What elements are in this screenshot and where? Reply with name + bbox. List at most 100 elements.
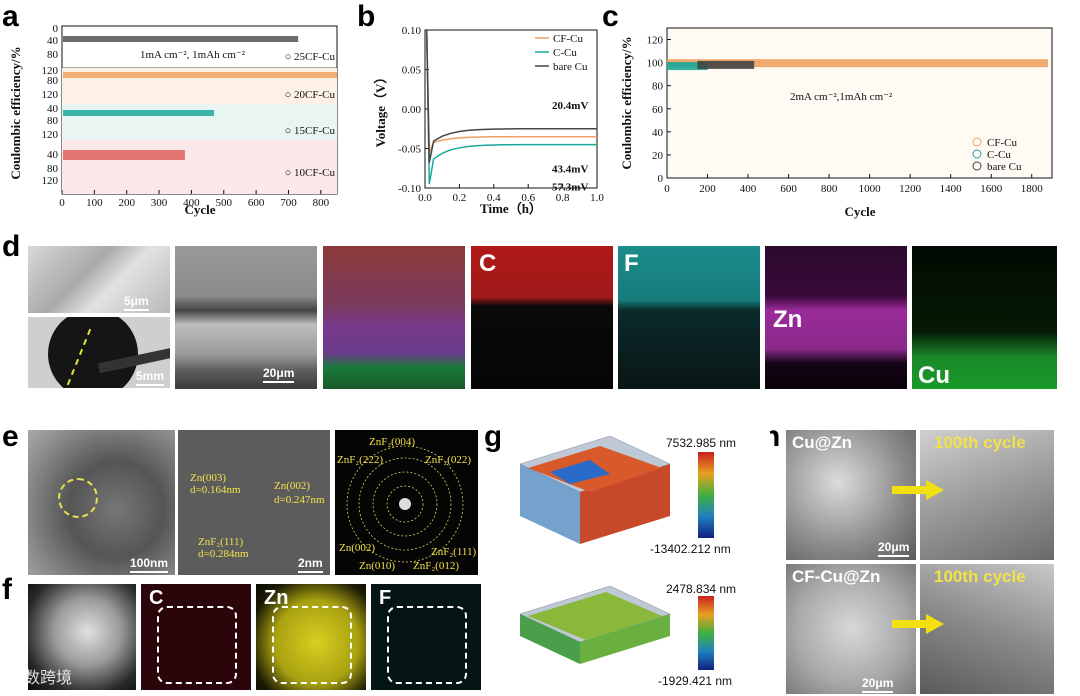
scalebar-e-tem: 100nm [130, 556, 169, 573]
chart-c-xtick-label: 0 [664, 183, 670, 195]
chart-c-legend-marker [972, 161, 982, 171]
chart-c-ylabel: Coulombic efficiency/% [619, 36, 634, 169]
chart-c-ytick-label: 0 [658, 173, 664, 185]
chart-c-xtick-label: 800 [821, 183, 838, 195]
chart-a-ytick-label: 80 [47, 75, 59, 87]
chart-c-ytick-label: 120 [647, 35, 664, 47]
chart-c-series-CF-Cu [667, 59, 1048, 68]
hr-label-3: Zn(002) [274, 480, 311, 492]
sem-cross-section: 20μm [175, 246, 317, 389]
colorbar-top [698, 452, 714, 538]
saed-label-5: Zn(010) [359, 560, 396, 572]
hr-label-6: d=0.284nm [198, 548, 249, 560]
sem-cf-cu-zn-cycled: 100th cycle [920, 564, 1054, 694]
chart-b-legend-bare Cu: bare Cu [553, 61, 588, 73]
chart-c-ytick-label: 100 [647, 58, 664, 70]
eds-map-c-label: C [479, 250, 497, 277]
chart-b-line-bare Cu [425, 29, 597, 163]
chart-c-legend-C-Cu: C-Cu [987, 149, 1011, 161]
panel-label-c: c [602, 0, 619, 33]
chart-a-ytick-label: 80 [47, 115, 59, 127]
panel-label-a: a [2, 0, 19, 33]
chart-b-ylabel: Voltage（V） [373, 71, 388, 148]
chart-c-ytick-label: 20 [652, 150, 664, 162]
chart-a-xtick-label: 200 [118, 197, 135, 209]
scalebar-e-hr: 2nm [298, 556, 323, 573]
chart-b-xtick-label: 1.0 [590, 192, 604, 204]
chart-a-ytick-label: 120 [42, 89, 59, 101]
chart-c-xtick-label: 1400 [940, 183, 963, 195]
chart-b-ytick-label: 0.10 [402, 25, 422, 37]
chart-c-series-C-Cu [667, 62, 708, 71]
sem-label-cu-zn: Cu@Zn [792, 433, 853, 452]
chart-a-xlabel: Cycle [184, 202, 215, 217]
chart-a-xtick-label: 700 [280, 197, 297, 209]
chart-b-legend-C-Cu: C-Cu [553, 47, 577, 59]
eds-map-c: C [471, 246, 613, 389]
chart-a-xtick-label: 0 [59, 197, 65, 209]
chart-c-legend-marker [972, 149, 982, 159]
chart-c-frame [666, 27, 1053, 179]
chart-a-xtick-label: 100 [86, 197, 103, 209]
panel-label-g: g [484, 420, 503, 453]
hr-label-1: Zn(003) [190, 472, 227, 484]
chart-a-ytick-label: 80 [47, 49, 59, 61]
saed-pattern: ZnF₂(004) ZnF₂(222) ZnF₂(022) Zn(002) Zn… [335, 430, 478, 575]
arrow-icon-1 [892, 480, 944, 500]
chart-b-ytick-label: 0.05 [402, 65, 422, 77]
chart-b-xtick-label: 0.6 [521, 192, 535, 204]
chart-a-ytick-label: 40 [47, 103, 59, 115]
chart-b-ytick-label: -0.05 [398, 144, 421, 156]
chart-c-xtick-label: 1600 [980, 183, 1003, 195]
saed-label-4: Zn(002) [339, 542, 376, 554]
scalebar-d-top: 5μm [124, 294, 149, 311]
eds-map-cu-label: Cu [918, 362, 950, 389]
eds-f-zn: Zn [256, 584, 366, 690]
eds-map-f-label: F [624, 250, 639, 277]
chart-a-legend-10CF-Cu: ○ 10CF-Cu [285, 167, 336, 179]
sem-label-cycle-2: 100th cycle [934, 567, 1026, 586]
chart-a-xtick-label: 800 [313, 197, 330, 209]
afm-panel: 7532.985 nm -13402.212 nm 2478.834 nm -1… [500, 424, 770, 694]
chart-c-annotation: 2mA cm⁻²,1mAh cm⁻² [790, 91, 893, 103]
chart-c-legend-bare Cu: bare Cu [987, 161, 1022, 173]
panel-label-f: f [2, 573, 12, 606]
afm-bottom-min: -1929.421 nm [658, 674, 733, 688]
saed-label-7: ZnF₂(012) [413, 560, 459, 572]
sem-label-cf-cu-zn: CF-Cu@Zn [792, 567, 881, 586]
chart-c-legend-CF-Cu: CF-Cu [987, 137, 1017, 149]
saed-label-2: ZnF₂(222) [337, 454, 383, 466]
arrow-icon-2 [892, 614, 944, 634]
afm-top-min: -13402.212 nm [650, 542, 731, 556]
chart-a-ytick-label: 40 [47, 149, 59, 161]
chart-c: 0 200 400 600 800 1000 1200 1400 1600 1800 0 20 40 60… [619, 27, 1053, 219]
chart-a-ytick-label: 120 [42, 65, 59, 77]
chart-b-ytick-label: 0.00 [402, 104, 422, 116]
saed-label-3: ZnF₂(022) [425, 454, 471, 466]
sem-top-view: 5μm [28, 246, 170, 313]
panel-label-e: e [2, 420, 19, 453]
panel-label-d: d [2, 230, 21, 263]
chart-a-legend-25CF-Cu: ○ 25CF-Cu [285, 51, 336, 63]
chart-b-legend-CF-Cu: CF-Cu [553, 33, 583, 45]
eds-f-zn-label: Zn [264, 587, 289, 609]
chart-a-ytick-label: 0 [53, 23, 59, 35]
haadf-image [28, 584, 136, 690]
chart-a: ○ 25CF-Cu ○ 20CF-Cu ○ 15CF-Cu ○ 10CF-Cu 0 10… [8, 23, 338, 217]
eds-map-zn-label: Zn [773, 306, 803, 333]
chart-b-line-CF-Cu [425, 29, 597, 153]
photo-electrode: 5mm [28, 317, 170, 388]
scalebar-h1: 20μm [878, 540, 910, 557]
sem-cu-zn-cycled: 100th cycle [920, 430, 1054, 560]
chart-b-ytick-label: -0.10 [398, 183, 421, 195]
chart-c-xlabel: Cycle [844, 204, 875, 219]
chart-a-xtick-label: 300 [151, 197, 168, 209]
scalebar-d-cross: 20μm [263, 366, 295, 383]
chart-a-legend-15CF-Cu: ○ 15CF-Cu [285, 125, 336, 137]
eds-map-zn: Zn [765, 246, 907, 389]
eds-f-f-label: F [379, 587, 392, 609]
panel-label-b: b [357, 0, 376, 33]
chart-b-xtick-label: 0.0 [418, 192, 432, 204]
chart-c-ytick-label: 80 [652, 81, 664, 93]
chart-b: 0.0 0.2 0.4 0.6 0.8 1.0 0.10 0.05 0.00 -0.05 -0.10… [373, 25, 604, 216]
